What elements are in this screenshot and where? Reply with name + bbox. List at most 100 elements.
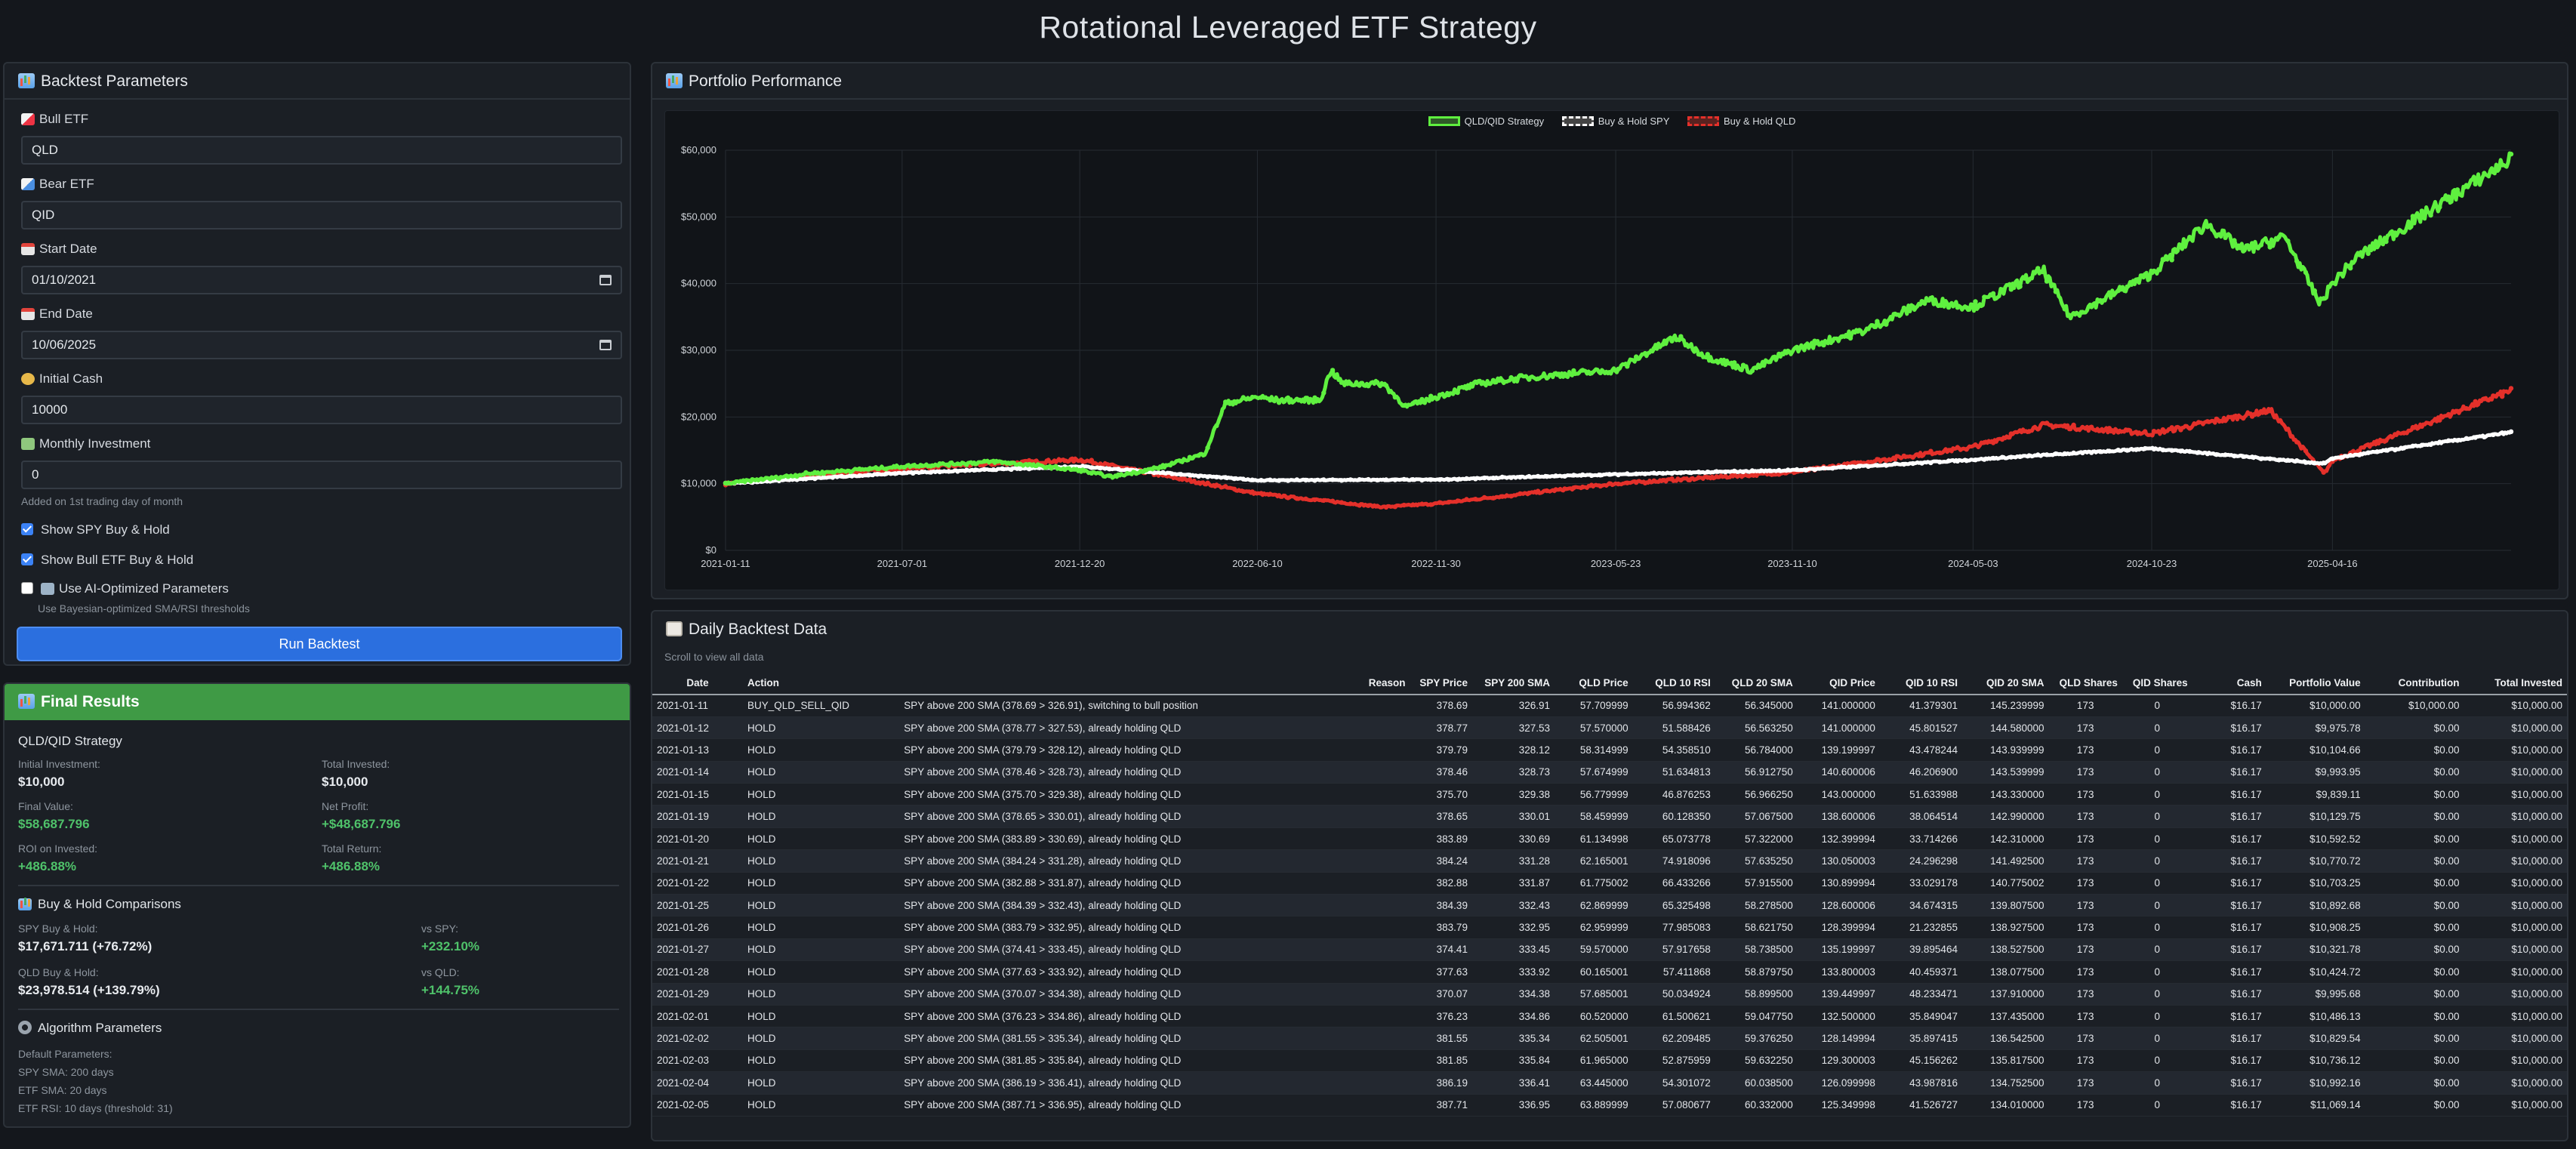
table-row[interactable]: 2021-01-11 BUY_QLD_SELL_QID SPY above 200 … (652, 695, 2567, 717)
data-point (848, 473, 853, 479)
monthly-investment-input[interactable]: 0 (21, 461, 622, 489)
column-header[interactable]: Date (652, 672, 743, 695)
table-row[interactable]: 2021-01-22 HOLD SPY above 200 SMA (382.88 … (652, 872, 2567, 895)
column-header[interactable]: Portfolio Value (2266, 672, 2365, 695)
data-point (1437, 477, 1443, 482)
data-point (946, 469, 951, 474)
column-header[interactable]: Total Invested (2464, 672, 2567, 695)
legend-item-qld[interactable]: Buy & Hold QLD (1687, 116, 1795, 127)
table-cell: 0 (2122, 983, 2192, 1006)
column-header[interactable]: QID 10 RSI (1879, 672, 1962, 695)
table-cell: 0 (2122, 1071, 2192, 1095)
column-header[interactable]: Action (742, 672, 900, 695)
bull-etf-input[interactable]: QLD (21, 136, 622, 165)
table-row[interactable]: 2021-01-12 HOLD SPY above 200 SMA (378.77 … (652, 716, 2567, 740)
column-header[interactable]: QID Shares (2122, 672, 2192, 695)
column-header[interactable]: QLD 10 RSI (1632, 672, 1715, 695)
table-row[interactable]: 2021-01-28 HOLD SPY above 200 SMA (377.63 … (652, 960, 2567, 984)
table-cell: $16.17 (2192, 1005, 2266, 1028)
table-cell: HOLD (742, 827, 900, 851)
total-invested-value: $10,000 (322, 775, 368, 789)
column-header[interactable]: SPY 200 SMA (1471, 672, 1555, 695)
column-header[interactable]: QLD Price (1555, 672, 1633, 695)
data-point (1830, 338, 1835, 343)
data-point (1580, 484, 1585, 490)
table-row[interactable]: 2021-01-21 HOLD SPY above 200 SMA (384.24 … (652, 849, 2567, 873)
initial-investment-value: $10,000 (18, 775, 65, 789)
chart-legend[interactable]: QLD/QID Strategy Buy & Hold SPY Buy & Ho… (665, 116, 2559, 127)
backtest-table[interactable]: Date Action Reason SPY Price SPY 200 SMA QLD … (652, 672, 2567, 1117)
algo-etf-sma: ETF SMA: 20 days (18, 1084, 107, 1096)
data-point (1053, 459, 1058, 464)
bull-etf-label: Bull ETF (21, 112, 88, 127)
table-row[interactable]: 2021-01-25 HOLD SPY above 200 SMA (384.39 … (652, 894, 2567, 917)
table-row[interactable]: 2021-02-05 HOLD SPY above 200 SMA (387.71 … (652, 1094, 2567, 1117)
table-row[interactable]: 2021-01-29 HOLD SPY above 200 SMA (370.07 … (652, 983, 2567, 1006)
algo-etf-rsi: ETF RSI: 10 days (threshold: 31) (18, 1102, 173, 1114)
table-row[interactable]: 2021-02-04 HOLD SPY above 200 SMA (386.19 … (652, 1071, 2567, 1095)
data-point (1669, 476, 1675, 482)
table-cell: HOLD (742, 761, 900, 784)
column-header[interactable]: QID Price (1797, 672, 1880, 695)
data-point (2482, 434, 2487, 439)
data-point (1527, 490, 1532, 496)
table-cell: $10,736.12 (2266, 1049, 2365, 1073)
table-row[interactable]: 2021-01-26 HOLD SPY above 200 SMA (383.79 … (652, 916, 2567, 939)
data-point (1464, 386, 1469, 391)
column-header[interactable]: Cash (2192, 672, 2266, 695)
initial-cash-input[interactable]: 10000 (21, 396, 622, 424)
table-cell: $10,000.00 (2464, 849, 2567, 873)
calendar-picker-icon[interactable] (599, 275, 612, 285)
column-header[interactable]: QLD Shares (2048, 672, 2122, 695)
show-spy-checkbox[interactable] (21, 523, 33, 535)
show-bull-checkbox[interactable] (21, 553, 33, 565)
table-cell: 56.779999 (1555, 783, 1633, 806)
calendar-picker-icon[interactable] (599, 340, 612, 350)
table-cell: $16.17 (2192, 783, 2266, 806)
data-point (723, 480, 729, 486)
ai-params-checkbox[interactable] (21, 582, 33, 594)
table-cell: 329.38 (1471, 783, 1555, 806)
table-row[interactable]: 2021-01-14 HOLD SPY above 200 SMA (378.46 … (652, 761, 2567, 784)
data-point (1116, 467, 1121, 472)
data-point (2267, 408, 2272, 414)
start-date-input[interactable]: 01/10/2021 (21, 266, 622, 294)
column-header[interactable]: SPY Price (1410, 672, 1472, 695)
table-row[interactable]: 2021-01-15 HOLD SPY above 200 SMA (375.70 … (652, 783, 2567, 806)
table-row[interactable]: 2021-02-01 HOLD SPY above 200 SMA (376.23 … (652, 1005, 2567, 1028)
performance-chart[interactable]: $0 $10,000 $20,000 $30,000 $40,000 $50,000 $60… (665, 111, 2560, 591)
table-cell: 143.939999 (1961, 738, 2049, 762)
bear-etf-input[interactable]: QID (21, 201, 622, 229)
table-row[interactable]: 2021-01-20 HOLD SPY above 200 SMA (383.89 … (652, 827, 2567, 851)
chart-container: QLD/QID Strategy Buy & Hold SPY Buy & Ho… (664, 110, 2559, 590)
column-header[interactable]: Contribution (2365, 672, 2464, 695)
table-row[interactable]: 2021-01-27 HOLD SPY above 200 SMA (374.41 … (652, 938, 2567, 962)
table-cell: 383.79 (1410, 916, 1472, 939)
data-point (1634, 479, 1639, 485)
table-row[interactable]: 2021-01-19 HOLD SPY above 200 SMA (378.65 … (652, 805, 2567, 828)
end-date-input[interactable]: 10/06/2025 (21, 331, 622, 359)
data-point (2321, 470, 2326, 475)
show-bull-checkbox-row[interactable]: Show Bull ETF Buy & Hold (21, 553, 193, 568)
legend-item-strategy[interactable]: QLD/QID Strategy (1428, 116, 1544, 127)
data-point (2365, 251, 2371, 257)
table-row[interactable]: 2021-01-13 HOLD SPY above 200 SMA (379.79 … (652, 738, 2567, 762)
column-header[interactable]: QID 20 SMA (1961, 672, 2049, 695)
y-tick-label: $10,000 (681, 478, 716, 489)
column-header[interactable]: QLD 20 SMA (1715, 672, 1798, 695)
legend-item-spy[interactable]: Buy & Hold SPY (1561, 116, 1669, 127)
column-header[interactable]: Reason (899, 672, 1410, 695)
ai-params-checkbox-row[interactable]: Use AI-Optimized Parameters (21, 581, 229, 596)
table-cell: 130.050003 (1797, 849, 1880, 873)
data-point (2071, 450, 2076, 456)
table-row[interactable]: 2021-02-02 HOLD SPY above 200 SMA (381.55 … (652, 1027, 2567, 1050)
show-spy-checkbox-row[interactable]: Show SPY Buy & Hold (21, 522, 170, 538)
data-point (1285, 495, 1291, 501)
scroll-hint: Scroll to view all data (664, 651, 764, 663)
table-row[interactable]: 2021-02-03 HOLD SPY above 200 SMA (381.85 … (652, 1049, 2567, 1073)
data-point (1999, 436, 2005, 442)
data-point (1634, 471, 1639, 476)
run-backtest-button[interactable]: Run Backtest (17, 627, 622, 661)
gear-icon (18, 1021, 32, 1034)
data-point (1642, 471, 1648, 476)
